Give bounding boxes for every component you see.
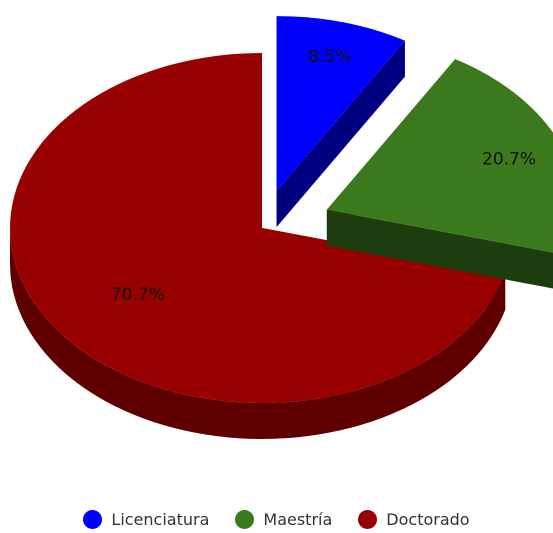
- pie-slice-top: [10, 53, 506, 403]
- pie-slice-doctorado[interactable]: [10, 53, 506, 440]
- pie-slice-top: [276, 16, 405, 192]
- legend: Licenciatura Maestría Doctorado: [0, 510, 553, 529]
- pie-slice-maestra[interactable]: [326, 59, 553, 292]
- legend-item-maestria[interactable]: Maestría: [235, 510, 332, 529]
- pie-slice-top: [326, 59, 553, 253]
- pie-slice-wall: [276, 40, 405, 228]
- legend-swatch: [358, 510, 378, 529]
- legend-swatch: [83, 510, 103, 529]
- pie-slice-side: [10, 228, 506, 440]
- slice-value-label: 70.7%: [111, 285, 165, 305]
- pie-slice-licenciatura[interactable]: [276, 16, 405, 228]
- pie-chart: 8.5% 20.7% 70.7%: [10, 16, 553, 440]
- legend-label: Licenciatura: [111, 510, 210, 529]
- slice-value-label: 20.7%: [482, 149, 536, 169]
- pie-slice-wall: [326, 209, 553, 289]
- legend-label: Maestría: [263, 510, 333, 529]
- legend-label: Doctorado: [386, 510, 470, 529]
- legend-item-licenciatura[interactable]: Licenciatura: [83, 510, 209, 529]
- slice-value-label: 8.5%: [308, 47, 351, 67]
- legend-swatch: [235, 510, 255, 529]
- legend-item-doctorado[interactable]: Doctorado: [358, 510, 470, 529]
